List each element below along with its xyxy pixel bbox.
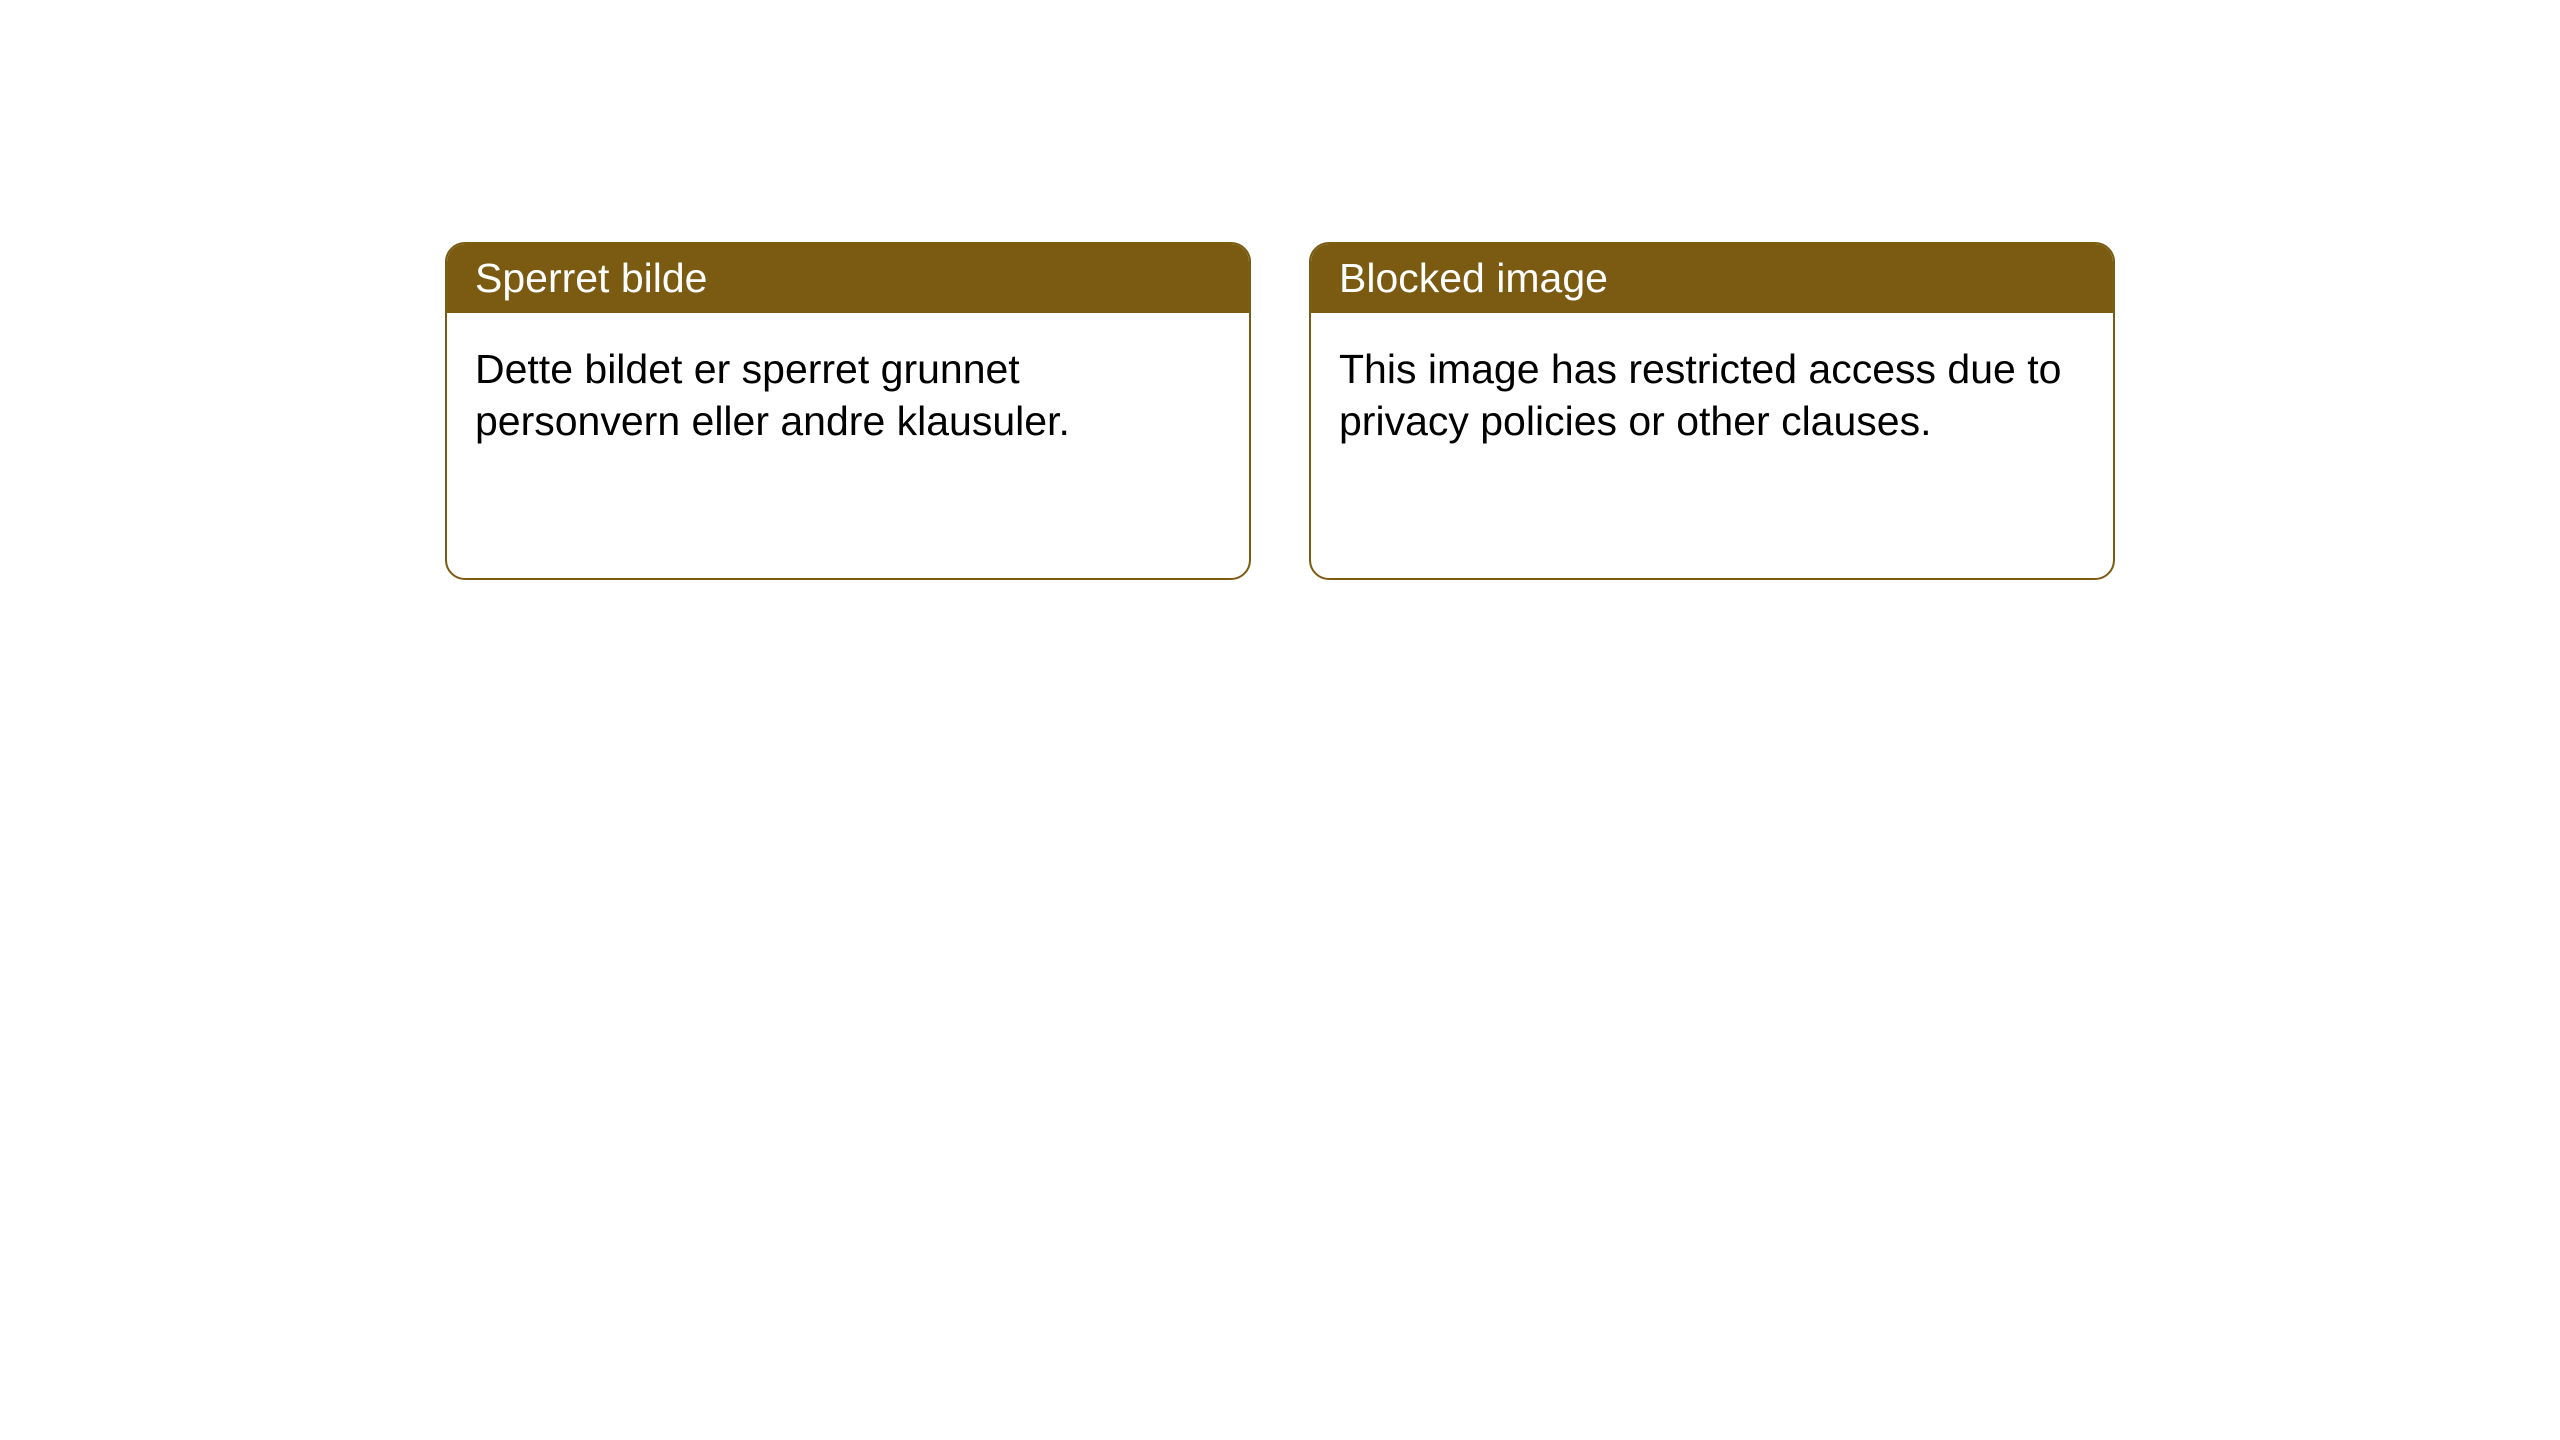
notice-container: Sperret bilde Dette bildet er sperret gr… — [0, 0, 2560, 580]
notice-text: Dette bildet er sperret grunnet personve… — [475, 346, 1070, 444]
notice-header: Sperret bilde — [447, 244, 1249, 313]
notice-title: Blocked image — [1339, 255, 1608, 301]
notice-text: This image has restricted access due to … — [1339, 346, 2061, 444]
notice-header: Blocked image — [1311, 244, 2113, 313]
notice-body: This image has restricted access due to … — [1311, 313, 2113, 478]
notice-card-norwegian: Sperret bilde Dette bildet er sperret gr… — [445, 242, 1251, 580]
notice-body: Dette bildet er sperret grunnet personve… — [447, 313, 1249, 478]
notice-card-english: Blocked image This image has restricted … — [1309, 242, 2115, 580]
notice-title: Sperret bilde — [475, 255, 707, 301]
